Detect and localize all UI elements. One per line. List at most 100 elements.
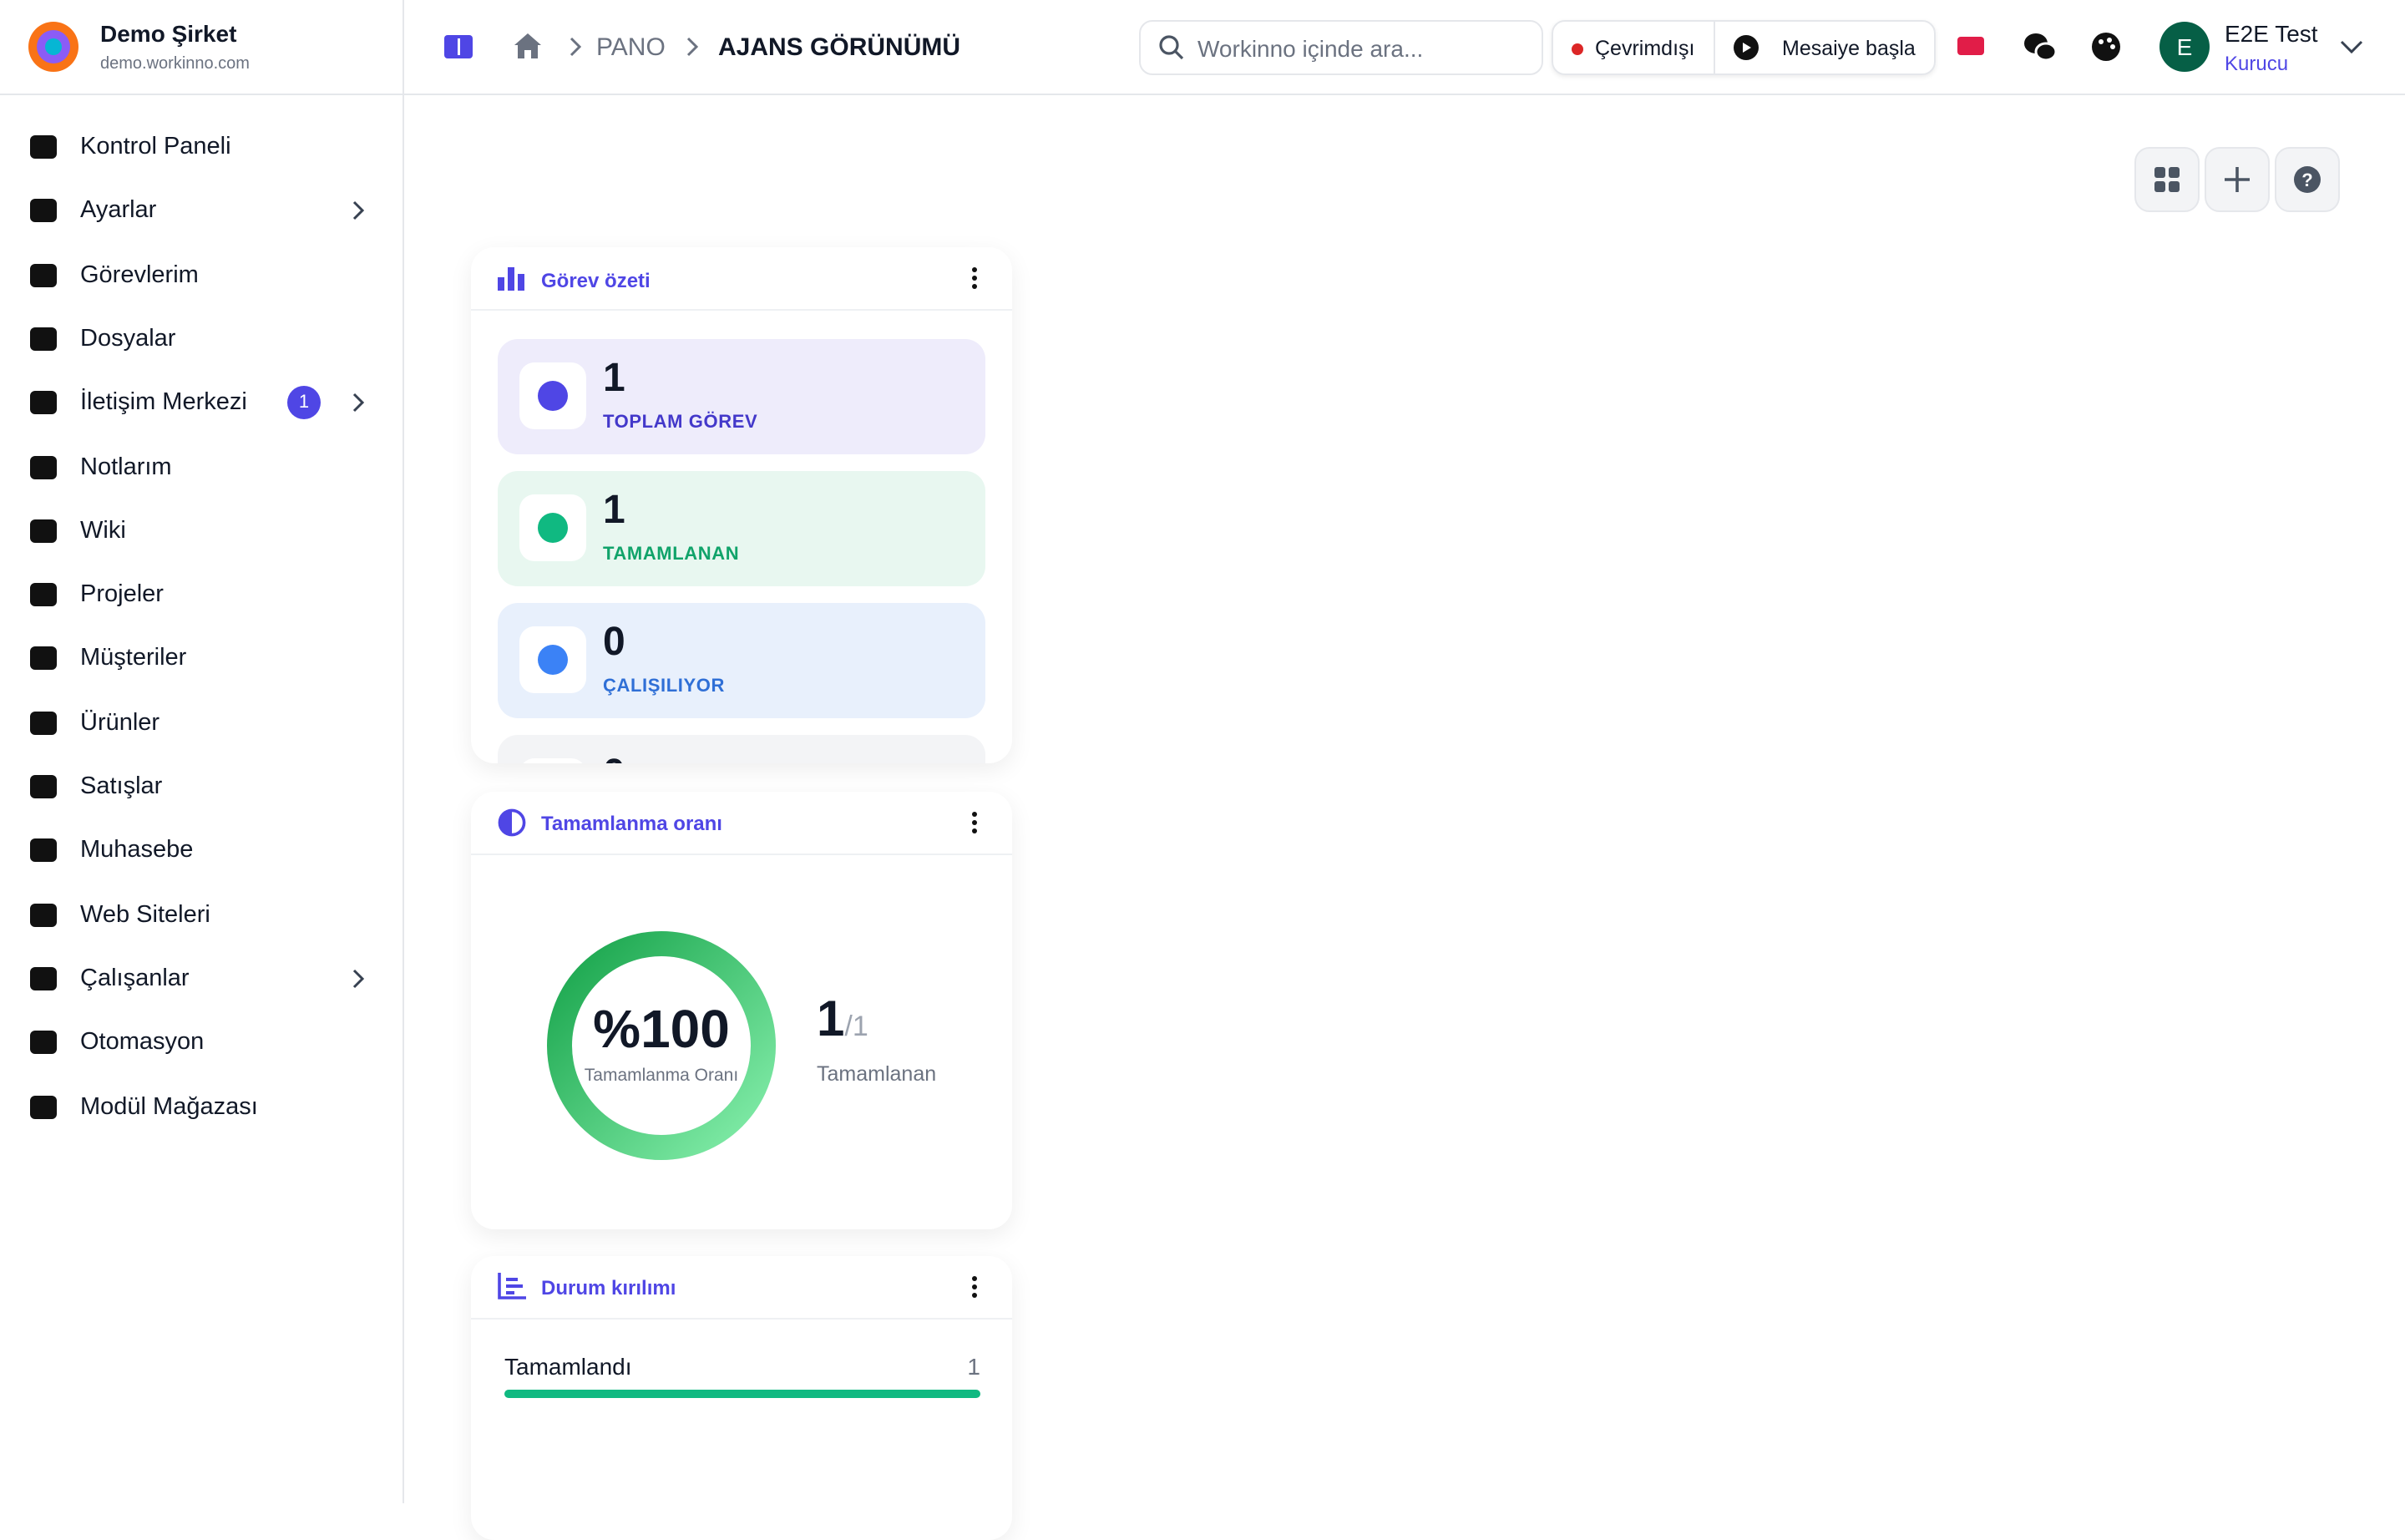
nav-label: Web Siteleri [80,901,210,929]
flag[interactable] [1957,37,1984,55]
stat-icon [519,758,586,763]
nav-item[interactable]: Otomasyon [0,1022,403,1062]
nav-icon [30,135,57,159]
stat-card: 0 ÇALIŞILIYOR [498,603,985,718]
stat-value: 0 [603,752,625,763]
nav-label: İletişim Merkezi [80,389,247,417]
nav-item[interactable]: Wiki [0,511,403,551]
donut: %100 Tamamlanma Oranı [547,931,776,1160]
completion-rate: %100 [593,999,730,1059]
nav-label: Dosyalar [80,325,176,352]
stat-value: 1 [603,356,625,401]
nav-item[interactable]: Notlarım [0,447,403,487]
nav-icon [30,903,57,927]
nav-label: Otomasyon [80,1029,205,1056]
layout-button[interactable] [2134,147,2200,212]
stat-card: 1 TOPLAM GÖREV [498,339,985,454]
nav-item[interactable]: Ayarlar [0,191,403,231]
theme-icon[interactable] [2091,32,2121,62]
widget-menu[interactable] [972,1273,979,1301]
nav-item[interactable]: İletişim Merkezi 1 [0,382,403,423]
done: 1 [817,992,845,1047]
add-button[interactable] [2205,147,2270,212]
completion-arc [547,931,776,1160]
search[interactable]: Workinno içinde ara... [1139,20,1543,75]
widget-menu[interactable] [972,264,979,292]
stat-card: 1 TAMAMLANAN [498,471,985,586]
nav-icon [30,775,57,798]
done-count: 1/1 [817,992,868,1049]
nav-item[interactable]: Müşteriler [0,639,403,679]
help-button[interactable]: ? [2275,147,2340,212]
nav-item[interactable]: Modül Mağazası [0,1087,403,1127]
nav-icon [30,199,57,223]
nav-icon [30,1031,57,1055]
nav-item[interactable]: Görevlerim [0,255,403,295]
nav-label: Müşteriler [80,645,187,672]
summary-widget: Görev özeti 1 TOPLAM GÖREV 1 TAMAMLANAN 0 Ç… [471,247,1012,763]
completion-caption: Tamamlanma Oranı [585,1066,738,1085]
breakdown-widget: Durum kırılımı Tamamlandı 1 [471,1256,1012,1540]
home-icon[interactable] [513,32,543,60]
nav-label: Modül Mağazası [80,1093,258,1120]
nav-label: Muhasebe [80,837,194,864]
breadcrumb[interactable]: PANO [596,33,666,62]
sidebar-toggle[interactable] [444,35,473,58]
nav-item[interactable]: Projeler [0,575,403,615]
nav-label: Ayarlar [80,197,157,225]
topbar: PANO AJANS GÖRÜNÜMÜ Workinno içinde ara.… [403,0,2405,95]
row-bar [504,1390,980,1398]
nav-icon [30,391,57,415]
search-placeholder: Workinno içinde ara... [1197,35,1424,62]
stat-icon [519,626,586,693]
nav-icon [30,519,57,543]
nav-icon [30,711,57,735]
svg-text:?: ? [2301,170,2312,190]
nav-item[interactable]: Kontrol Paneli [0,127,403,167]
widget-menu[interactable] [972,808,979,837]
breakdown-row: Tamamlandı 1 [504,1353,980,1403]
done-caption: Tamamlanan [817,1062,937,1086]
nav-item[interactable]: Çalışanlar [0,959,403,999]
status-group: Çevrimdışı Mesaiye başla [1552,20,1936,75]
sidebar: Demo Şirket demo.workinno.com Kontrol Pa… [0,0,404,1503]
company: Demo Şirket [100,20,237,47]
nav-label: Çalışanlar [80,965,190,992]
nav-label: Satışlar [80,773,163,800]
app: Demo Şirket demo.workinno.com Kontrol Pa… [0,0,2405,1503]
nav-icon [30,327,57,351]
nav-item[interactable]: Muhasebe [0,831,403,871]
nav-item[interactable]: Ürünler [0,702,403,742]
stat-icon [519,362,586,429]
nav-icon [30,455,57,479]
nav-chevron [352,969,365,988]
nav-item[interactable]: Dosyalar [0,319,403,359]
nav-label: Wiki [80,517,126,545]
stat-card: 0 [498,735,985,763]
widget-title: Görev özeti [541,269,651,292]
chat-icon[interactable] [2024,32,2056,62]
logo [28,22,78,72]
nav-icon [30,263,57,287]
nav-label: Ürünler [80,709,160,737]
nav-icon [30,646,57,671]
domain: demo.workinno.com [100,55,250,73]
status[interactable]: Çevrimdışı [1595,37,1695,60]
stat-label: ÇALIŞILIYOR [603,676,725,697]
stat-value: 1 [603,488,625,533]
widget-title: Durum kırılımı [541,1276,676,1299]
user-name: E2E Test [2225,20,2318,47]
nav-label: Görevlerim [80,261,199,289]
nav-icon [30,583,57,607]
nav-icon [30,838,57,863]
stat-label: TOPLAM GÖREV [603,413,758,433]
stat-label: TAMAMLANAN [603,545,740,565]
stat-value: 0 [603,620,625,665]
shift-button[interactable]: Mesaiye başla [1782,37,1916,60]
nav-item[interactable]: Satışlar [0,767,403,807]
nav-icon [30,966,57,990]
user-menu[interactable] [2340,40,2363,55]
row-label: Tamamlandı [504,1353,632,1380]
nav-item[interactable]: Web Siteleri [0,894,403,935]
avatar[interactable]: E [2159,22,2210,72]
